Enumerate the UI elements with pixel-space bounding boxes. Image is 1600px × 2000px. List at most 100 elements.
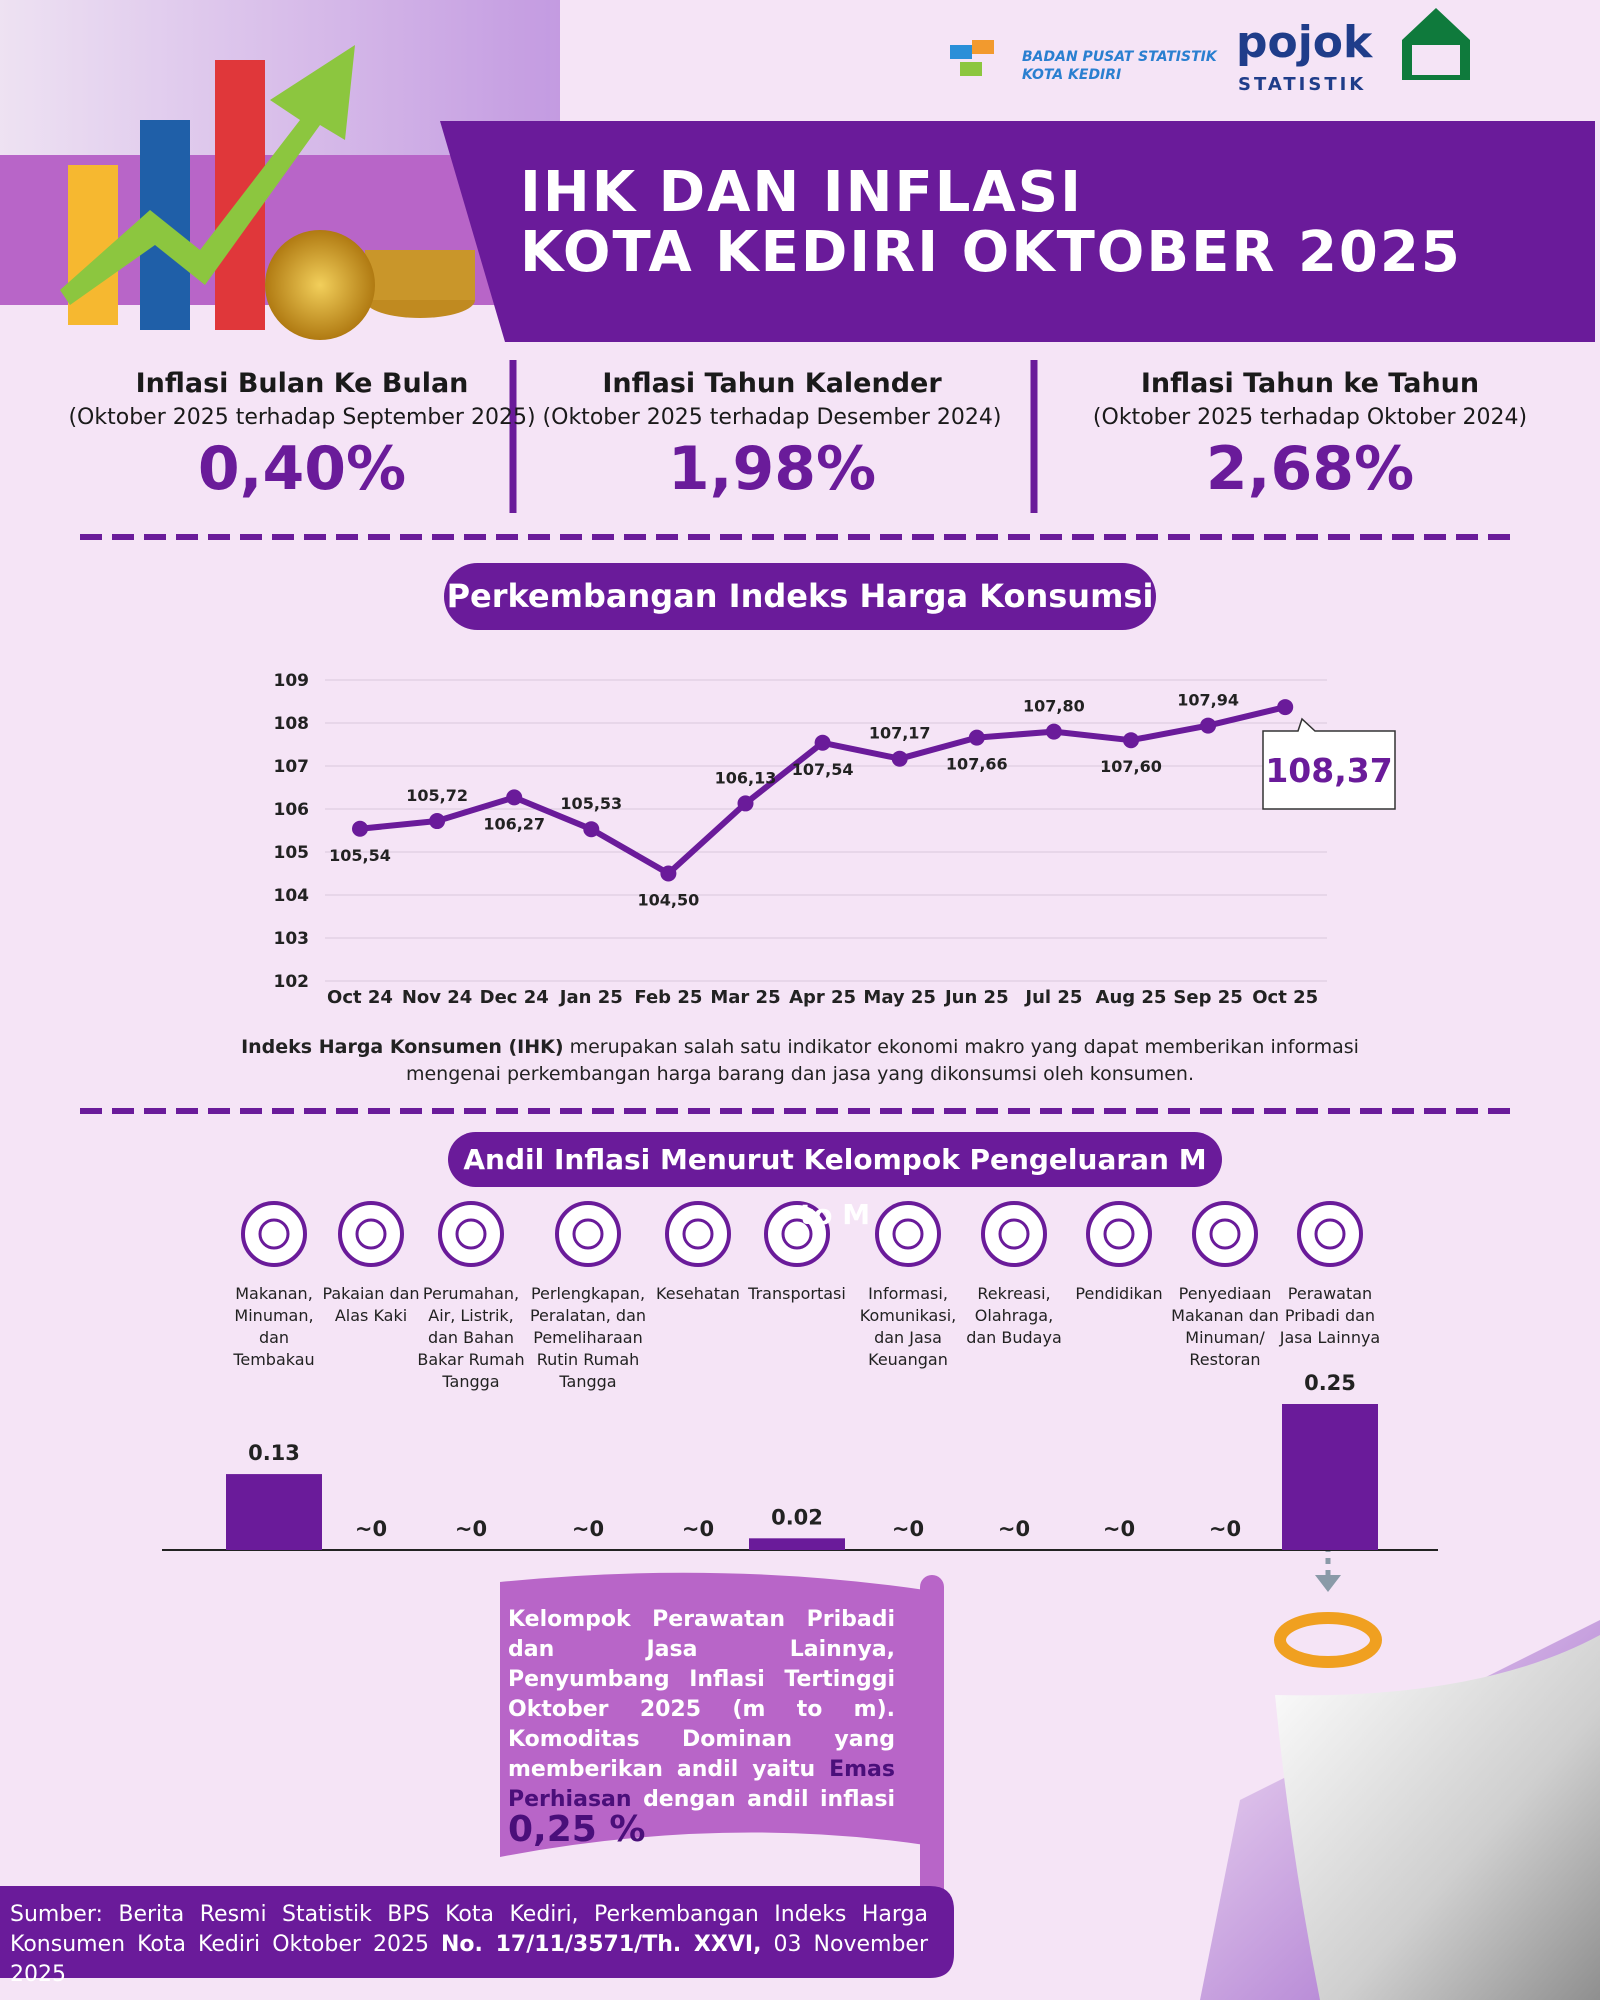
stat-value: 1,98% [667,434,877,504]
brand-sub: STATISTIK [1238,74,1367,95]
category-icon [981,1201,1047,1267]
source-number: No. 17/11/3571/Th. XXVI, [441,1932,762,1957]
x-tick-label: Jul 25 [1023,987,1082,1008]
value-callout [1262,717,1396,810]
category-icon-inner [455,1218,487,1250]
value-label: ~0 [1209,1517,1241,1541]
pointer-arrow [1315,1575,1341,1592]
value-label: 0.25 [1304,1371,1356,1395]
deco-coin [265,230,375,340]
deco-coins [365,250,475,300]
callout-highlight: Emas Perhiasan [508,1757,895,1812]
y-tick-label: 107 [274,757,310,777]
title-line: KOTA KEDIRI OKTOBER 2025 [520,220,1462,285]
bar [1282,1404,1378,1550]
y-tick-label: 103 [274,929,310,949]
stat-value: 2,68% [1205,434,1415,504]
source-text: Sumber: Berita Resmi Statistik BPS Kota … [10,1902,928,1957]
value-label: 106,27 [483,814,545,833]
value-label: ~0 [892,1517,924,1541]
value-label: 107,80 [1023,697,1085,716]
category-icon-inner [998,1218,1030,1250]
stat-title: Inflasi Tahun ke Tahun [1140,368,1480,399]
ihk-point [429,813,446,830]
value-label: 106,13 [715,768,777,787]
category-label: Pakaian dan Alas Kaki [322,1284,420,1325]
stat-title: Inflasi Bulan Ke Bulan [135,368,469,399]
deco-arrow [60,45,355,305]
ihk-point [968,729,985,746]
ihk-point [891,750,908,767]
category-label: Kesehatan [656,1284,740,1303]
value-label: ~0 [682,1517,714,1541]
category-icon-inner [781,1218,813,1250]
bar [749,1538,845,1550]
category-icon [1192,1201,1258,1267]
source-date: 03 November 2025 [10,1932,928,1987]
page-curl [1275,1635,1600,2000]
y-tick-label: 106 [274,800,310,820]
category-icon [1297,1201,1363,1267]
ihk-point [1045,723,1062,740]
category-icon-inner [892,1218,924,1250]
category-label: Penyediaan Makanan dan Minuman/ Restoran [1171,1284,1279,1369]
y-tick-label: 102 [274,972,310,992]
agency-logo-text: BADAN PUSAT STATISTIK KOTA KEDIRI [1022,48,1217,84]
description: Indeks Harga Konsumen (IHK) merupakan sa… [200,1034,1400,1088]
university-logo [1402,8,1470,80]
category-icon [338,1201,404,1267]
chart-title: Andil Inflasi Menurut Kelompok Pengeluar… [448,1132,1222,1231]
x-tick-label: Apr 25 [789,987,856,1008]
value-label: 105,53 [560,794,622,813]
value-label: 105,54 [329,846,391,865]
ihk-point [1123,732,1139,749]
x-tick-label: Mar 25 [710,987,780,1008]
category-label: Transportasi [748,1284,846,1303]
value-label: ~0 [998,1517,1030,1541]
category-icon [1086,1201,1152,1267]
description-text: merupakan salah satu indikator ekonomi m… [405,1036,1359,1085]
value-label: 107,66 [946,755,1008,774]
category-icon [555,1201,621,1267]
ihk-point [1200,717,1217,734]
y-tick-label: 108 [274,714,310,734]
x-tick-label: Dec 24 [480,987,549,1008]
x-tick-label: Nov 24 [402,987,472,1008]
agency: BADAN PUSAT STATISTIK [1022,49,1217,65]
callout-value: 0,25 % [508,1809,646,1850]
category-icon-inner [355,1218,387,1250]
stat-period: (Oktober 2025 terhadap September 2025) [68,405,536,430]
category-label: Informasi, Komunikasi, dan Jasa Keuangan [859,1284,957,1369]
x-tick-label: Aug 25 [1096,987,1167,1008]
category-icon-inner [258,1218,290,1250]
category-icon-inner [1209,1218,1241,1250]
callout-pole [920,1575,944,1905]
jewelry-icon [1274,1612,1382,1668]
y-tick-label: 105 [274,843,310,863]
stat-title: Inflasi Tahun Kalender [602,368,942,399]
value-label: 0.02 [771,1505,823,1529]
value-label: ~0 [455,1517,487,1541]
category-label: Perlengkapan, Peralatan, dan Pemeliharaa… [529,1284,647,1391]
agency-city: KOTA KEDIRI [1022,67,1122,83]
category-label: Pendidikan [1075,1284,1163,1303]
value-label: 107,60 [1100,757,1162,776]
stat: Inflasi Bulan Ke Bulan (Oktober 2025 terh… [52,368,552,504]
ihk-point [352,820,368,837]
ihk-point [1277,699,1294,716]
x-tick-label: Feb 25 [634,987,702,1008]
description-bold: Indeks Harga Konsumen (IHK) [241,1036,564,1058]
value-label: 107,17 [869,724,931,743]
category-icon-inner [572,1218,604,1250]
value-label: ~0 [572,1517,604,1541]
source-bar [0,1886,954,1978]
x-tick-label: Oct 24 [327,987,393,1008]
category-icon-inner [682,1218,714,1250]
stat: Inflasi Tahun Kalender (Oktober 2025 terh… [522,368,1022,504]
callout-text: Kelompok Perawatan Pribadi dan Jasa Lain… [508,1607,895,1782]
category-label: Makanan, Minuman, dan Tembakau [233,1284,315,1369]
category-icon-inner [1103,1218,1135,1250]
category-icon-inner [1314,1218,1346,1250]
